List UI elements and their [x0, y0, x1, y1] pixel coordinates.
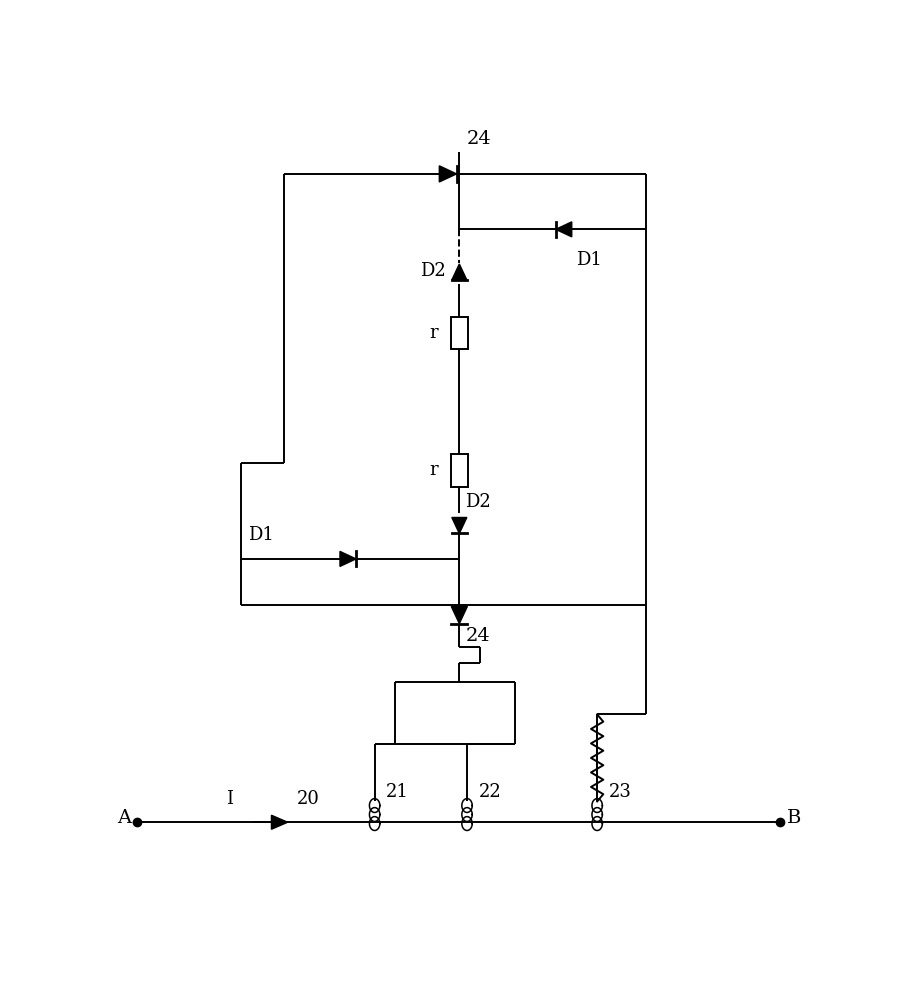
- Text: 21: 21: [387, 783, 409, 801]
- Text: 20: 20: [297, 790, 319, 808]
- Polygon shape: [452, 517, 466, 533]
- Text: B: B: [787, 809, 801, 827]
- Text: r: r: [429, 324, 438, 342]
- Bar: [451, 317, 468, 349]
- Text: I: I: [226, 790, 233, 808]
- Text: D1: D1: [576, 251, 602, 269]
- Text: D2: D2: [420, 262, 446, 280]
- Polygon shape: [440, 166, 457, 182]
- Text: D2: D2: [466, 493, 492, 511]
- Text: 22: 22: [479, 783, 501, 801]
- Polygon shape: [451, 606, 467, 624]
- Text: 24: 24: [467, 130, 492, 148]
- Text: D1: D1: [248, 526, 274, 544]
- Text: A: A: [118, 809, 131, 827]
- Polygon shape: [452, 264, 466, 280]
- Text: 24: 24: [466, 627, 491, 645]
- Polygon shape: [272, 815, 288, 829]
- Bar: [451, 454, 468, 487]
- Polygon shape: [340, 551, 356, 566]
- Text: r: r: [429, 461, 438, 479]
- Text: 23: 23: [609, 783, 631, 801]
- Polygon shape: [556, 222, 571, 237]
